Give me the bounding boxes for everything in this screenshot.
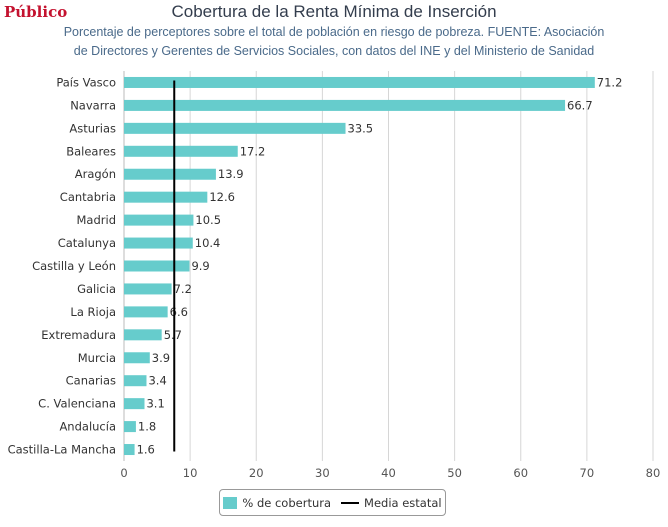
x-tick-label: 30 [315,466,330,480]
bar[interactable] [124,398,145,410]
legend-label-coverage: % de cobertura [242,495,332,510]
bar[interactable] [124,214,194,226]
category-label: Baleares [66,144,116,158]
legend-item-coverage[interactable]: % de cobertura [223,496,331,510]
category-label: Murcia [78,351,116,365]
publico-logo: Público [4,3,68,21]
category-label: Madrid [77,213,117,227]
bar[interactable] [124,444,135,456]
bar[interactable] [124,168,216,180]
x-tick-label: 80 [646,466,661,480]
value-label: 9.9 [191,259,209,273]
bar[interactable] [124,306,168,318]
bars [124,76,595,456]
value-label: 3.9 [152,351,170,365]
bar[interactable] [124,99,566,111]
bar[interactable] [124,76,595,88]
category-label: Catalunya [58,236,116,250]
x-tick-label: 40 [381,466,396,480]
bar[interactable] [124,145,238,157]
value-label: 10.5 [195,213,221,227]
x-tick-label: 10 [183,466,198,480]
bar[interactable] [124,237,193,249]
legend-item-average[interactable]: Media estatal [341,496,442,510]
category-labels: País Vasco Navarra Asturias Baleares Aragón C… [8,75,116,456]
value-label: 17.2 [240,144,266,158]
value-label: 71.2 [597,75,623,89]
x-tick-label: 70 [580,466,595,480]
category-label: Aragón [75,167,116,181]
bar[interactable] [124,122,346,134]
category-label: Asturias [69,121,116,135]
category-label: Extremadura [41,328,116,342]
chart-title: Cobertura de la Renta Mínima de Inserció… [171,2,497,21]
x-tick-label: 0 [120,466,127,480]
grid-lines [123,71,654,461]
value-label: 12.6 [209,190,235,204]
legend-swatch [223,496,238,509]
category-label: Cantabria [60,190,116,204]
bar[interactable] [124,191,208,203]
value-label: 10.4 [195,236,221,250]
x-tick-label: 20 [249,466,264,480]
legend-line-swatch [341,501,360,504]
bar[interactable] [124,352,150,364]
value-label: 1.8 [138,420,156,434]
value-label: 66.7 [567,98,593,112]
value-label: 13.9 [218,167,244,181]
category-label: Castilla y León [32,259,116,273]
value-labels: 71.2 66.7 33.5 17.2 13.9 12.6 10.5 10.4 9.9 7.2 6.… [137,75,623,456]
category-label: Andalucía [59,420,116,434]
category-label: C. Valenciana [38,397,116,411]
x-tick-labels: 0 10 20 30 40 50 60 70 80 [120,466,660,480]
value-label: 1.6 [137,443,155,457]
x-tick-label: 50 [447,466,462,480]
category-label: País Vasco [56,75,116,89]
category-label: La Rioja [70,305,116,319]
value-label: 33.5 [348,121,374,135]
value-label: 3.4 [148,374,166,388]
category-label: Galicia [77,282,116,296]
chart-subtitle-line-2: de Directores y Gerentes de Servicios So… [73,44,595,58]
legend-label-average: Media estatal [364,495,442,510]
bar[interactable] [124,329,162,341]
bar[interactable] [124,260,190,272]
category-label: Navarra [70,98,116,112]
bar[interactable] [124,421,136,433]
chart-subtitle-line-1: Porcentaje de perceptores sobre el total… [63,25,605,39]
value-label: 6.6 [170,305,188,319]
category-label: Castilla-La Mancha [8,443,116,457]
legend: % de cobertura Media estatal [219,489,446,516]
value-label: 7.2 [174,282,192,296]
x-tick-label: 60 [513,466,528,480]
value-label: 5.7 [164,328,182,342]
category-label: Canarias [66,374,116,388]
value-label: 3.1 [146,397,164,411]
bar[interactable] [124,283,172,295]
bar[interactable] [124,375,147,387]
